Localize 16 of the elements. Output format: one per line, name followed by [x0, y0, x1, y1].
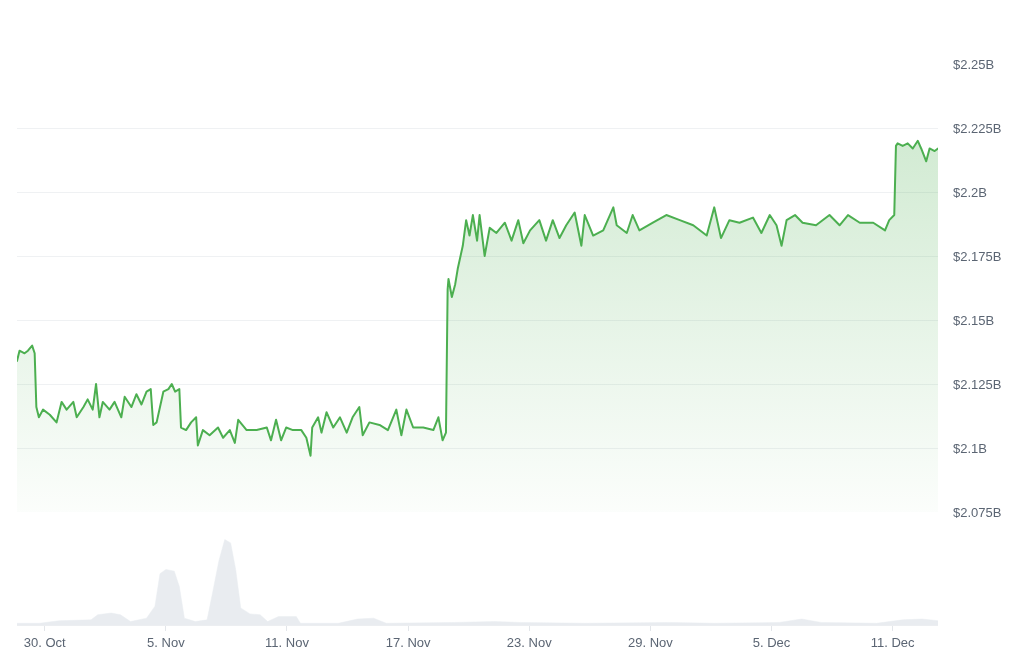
x-tick-label: 11. Nov [265, 634, 310, 650]
y-tick-label: $2.225B [953, 120, 1002, 136]
y-tick-label: $2.125B [953, 376, 1002, 392]
x-tick-label: 5. Nov [147, 634, 186, 650]
y-tick-label: $2.1B [953, 440, 987, 456]
y-tick-label: $2.25B [953, 56, 995, 72]
y-tick-label: $2.15B [953, 312, 995, 328]
y-tick-label: $2.075B [953, 504, 1002, 520]
x-tick-label: 30. Oct [23, 634, 67, 650]
x-tick-label: 29. Nov [627, 634, 674, 650]
y-tick-label: $2.175B [953, 248, 1002, 264]
x-tick-label: 17. Nov [385, 634, 432, 650]
x-tick-label: 11. Dec [870, 634, 915, 650]
y-tick-label: $2.2B [953, 184, 987, 200]
x-tick-label: 23. Nov [506, 634, 553, 650]
x-tick-label: 5. Dec [752, 634, 791, 650]
